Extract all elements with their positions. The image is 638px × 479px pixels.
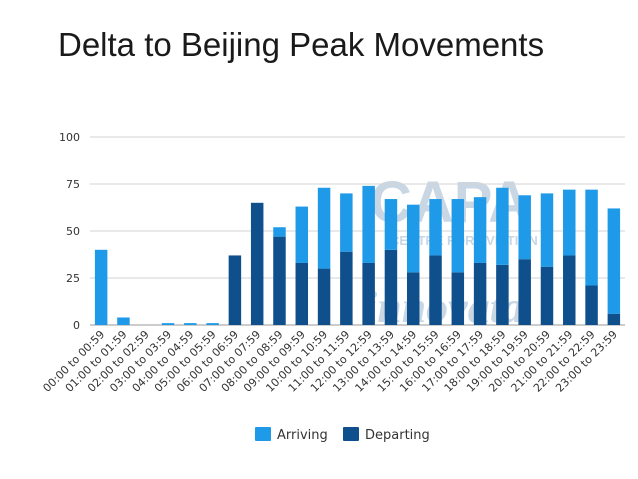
bar-arriving	[273, 227, 286, 237]
legend-swatch-departing	[343, 427, 359, 441]
bar-departing	[585, 285, 598, 325]
y-tick-label: 50	[66, 225, 80, 238]
bar-arriving	[540, 193, 554, 267]
slide-title: Delta to Beijing Peak Movements	[58, 26, 545, 63]
legend: Arriving Departing	[255, 427, 430, 443]
bar-arriving	[563, 189, 576, 256]
bar-arriving	[161, 323, 175, 325]
bar-departing	[540, 266, 554, 325]
bar-departing	[317, 268, 331, 325]
bar-departing	[384, 249, 398, 325]
bar-arriving	[496, 187, 509, 265]
bar-arriving	[317, 187, 331, 269]
legend-swatch-arriving	[255, 427, 271, 441]
bar-departing	[250, 202, 264, 325]
y-tick-label: 0	[73, 319, 80, 332]
bar-arriving	[184, 323, 197, 325]
bars	[94, 185, 621, 325]
y-tick-label: 100	[59, 131, 80, 144]
bar-departing	[518, 259, 531, 325]
bar-arriving	[585, 189, 598, 286]
bar-departing	[340, 251, 353, 325]
y-tick-label: 75	[66, 178, 80, 191]
bar-departing	[451, 272, 465, 325]
bar-arriving	[117, 317, 130, 325]
bar-departing	[295, 262, 309, 325]
bar-arriving	[94, 249, 108, 325]
legend-label-arriving: Arriving	[277, 428, 328, 443]
bar-arriving	[362, 185, 375, 263]
bar-arriving	[384, 199, 398, 250]
bar-arriving	[607, 208, 621, 314]
bar-arriving	[340, 193, 353, 252]
bar-arriving	[295, 206, 309, 263]
bar-arriving	[406, 204, 420, 273]
y-axis: 0 25 50 75 100	[59, 131, 80, 332]
bar-departing	[496, 264, 509, 325]
bar-arriving	[206, 323, 219, 325]
gridlines	[90, 136, 625, 326]
bar-arriving	[451, 199, 465, 273]
bar-departing	[406, 272, 420, 325]
bar-departing	[273, 236, 286, 325]
bar-departing	[563, 255, 576, 325]
bar-departing	[473, 262, 487, 325]
bar-departing	[607, 313, 621, 325]
bar-arriving	[429, 199, 442, 256]
y-tick-label: 25	[66, 272, 80, 285]
bar-arriving	[473, 197, 487, 263]
bar-departing	[362, 262, 375, 325]
legend-label-departing: Departing	[365, 428, 430, 443]
bar-arriving	[518, 195, 531, 260]
bar-departing	[228, 255, 242, 325]
bar-departing	[429, 255, 442, 325]
